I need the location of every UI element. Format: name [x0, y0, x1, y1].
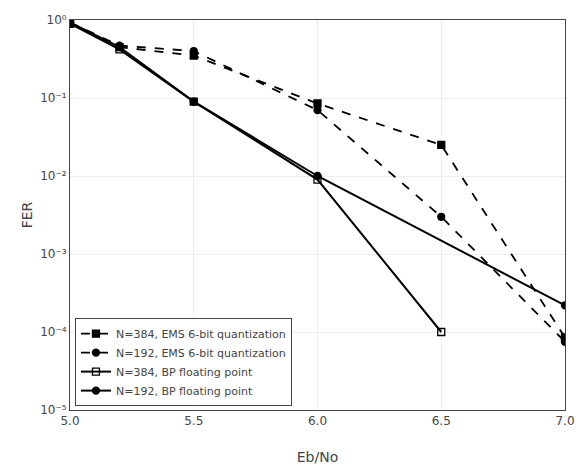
svg-text:10⁻⁴: 10⁻⁴	[40, 325, 67, 339]
svg-text:N=384, BP floating point: N=384, BP floating point	[116, 366, 253, 379]
svg-text:5.5: 5.5	[184, 414, 203, 428]
svg-text:6.5: 6.5	[432, 414, 451, 428]
svg-text:10⁻⁵: 10⁻⁵	[40, 403, 67, 417]
svg-text:N=192, BP floating point: N=192, BP floating point	[116, 385, 253, 398]
svg-text:N=384, EMS 6-bit quantization: N=384, EMS 6-bit quantization	[116, 328, 286, 341]
svg-text:10⁰: 10⁰	[47, 13, 67, 27]
svg-text:10⁻¹: 10⁻¹	[40, 91, 67, 105]
svg-text:5.0: 5.0	[60, 414, 79, 428]
svg-text:FER: FER	[19, 201, 35, 228]
svg-text:10⁻³: 10⁻³	[40, 247, 67, 261]
svg-text:6.0: 6.0	[308, 414, 327, 428]
svg-text:10⁻²: 10⁻²	[40, 169, 67, 183]
svg-text:Eb/No: Eb/No	[297, 449, 339, 465]
svg-text:N=192, EMS 6-bit quantization: N=192, EMS 6-bit quantization	[116, 347, 286, 360]
svg-text:7.0: 7.0	[555, 414, 574, 428]
